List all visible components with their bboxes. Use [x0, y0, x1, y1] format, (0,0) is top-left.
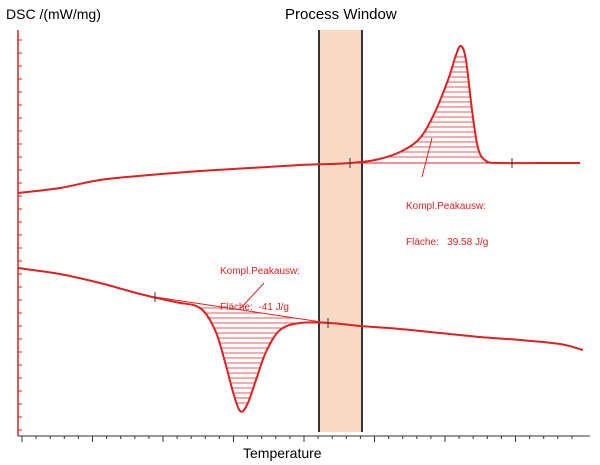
- upper-annotation-leader: [421, 137, 433, 178]
- upper-annotation-area-value: 39.58 J/g: [447, 237, 489, 248]
- upper-annotation-area-label: Fläche:: [406, 237, 439, 248]
- lower-annotation-area-label: Fläche:: [220, 302, 253, 313]
- x-axis-label: Temperature: [243, 445, 322, 461]
- y-axis-ticks: [18, 39, 22, 431]
- chart-title: Process Window: [285, 6, 397, 23]
- lower-annotation-area-value: -41 J/g: [258, 302, 289, 313]
- y-axis-label: DSC /(mW/mg): [6, 6, 101, 22]
- upper-annotation-title: Kompl.Peakausw:: [406, 201, 487, 212]
- heating-curve: [17, 44, 580, 194]
- peak-limit-markers: [154, 158, 513, 328]
- upper-peak-area: [384, 56, 484, 158]
- x-axis-ticks: [21, 436, 573, 442]
- cooling-curve: [17, 267, 584, 413]
- lower-peak-area: [200, 307, 328, 404]
- lower-peak-annotation: Kompl.Peakausw: Fläche: -41 J/g: [220, 242, 300, 326]
- lower-annotation-leader: [239, 282, 265, 310]
- lower-peak-baseline: [154, 296, 329, 324]
- lower-annotation-title: Kompl.Peakausw:: [220, 266, 301, 277]
- process-window-band: [319, 30, 362, 432]
- upper-peak-annotation: Kompl.Peakausw: Fläche: 39.58 J/g: [406, 177, 488, 261]
